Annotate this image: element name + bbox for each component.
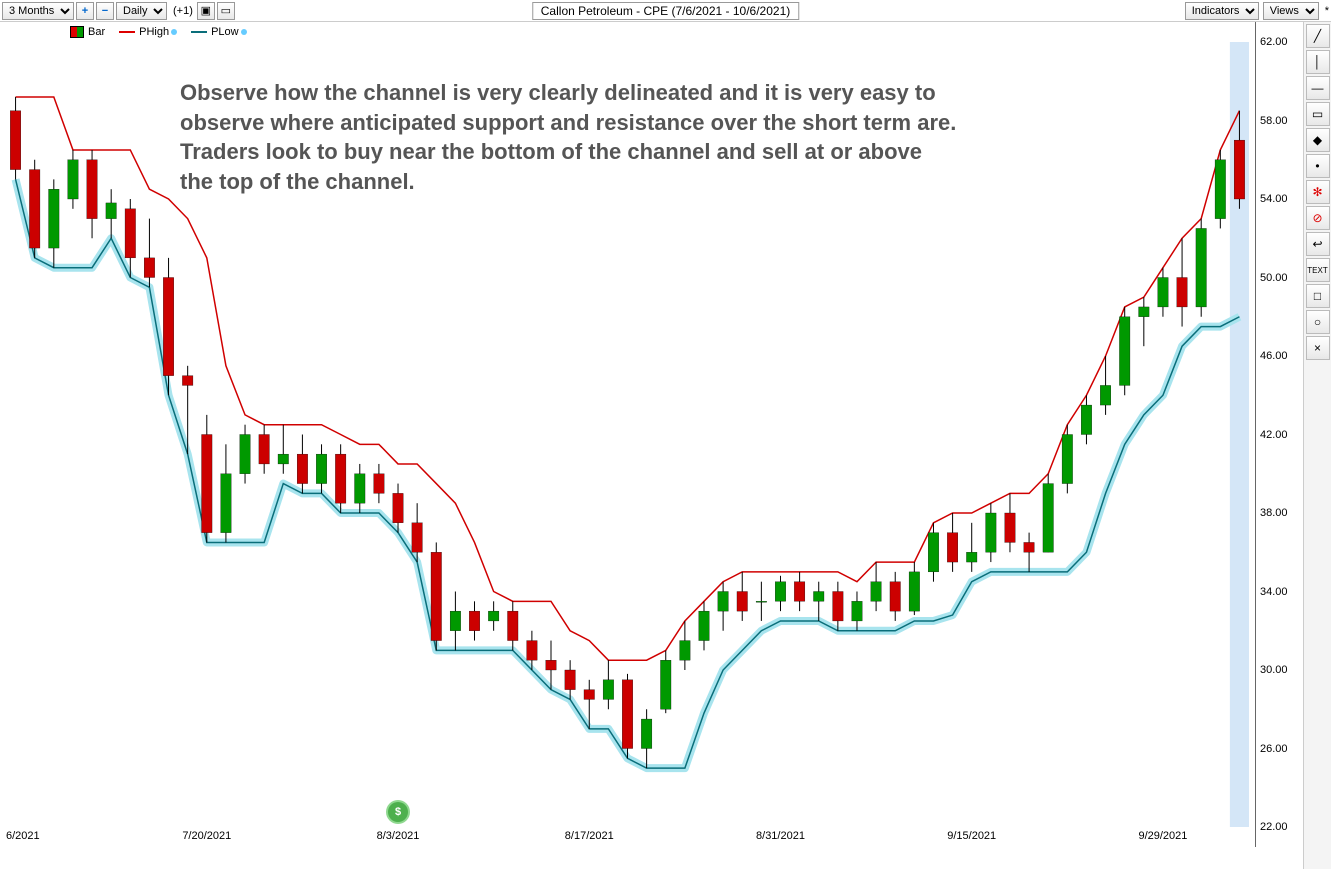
interval-select[interactable]: Daily (116, 2, 167, 20)
zoom-out-button[interactable]: − (96, 2, 114, 20)
draw-tool-10[interactable]: □ (1306, 284, 1330, 308)
x-tick: 9/29/2021 (1138, 830, 1187, 842)
draw-tool-7[interactable]: ⊘ (1306, 206, 1330, 230)
draw-tool-8[interactable]: ↩ (1306, 232, 1330, 256)
y-tick: 26.00 (1260, 743, 1288, 755)
chart-svg (0, 22, 1255, 847)
chart-title: Callon Petroleum - CPE (7/6/2021 - 10/6/… (532, 2, 799, 20)
y-tick: 58.00 (1260, 115, 1288, 127)
toolbar: 3 Months + − Daily (+1) ▣ ▭ Callon Petro… (0, 0, 1331, 22)
y-tick: 38.00 (1260, 507, 1288, 519)
draw-tool-4[interactable]: ◆ (1306, 128, 1330, 152)
y-tick: 30.00 (1260, 664, 1288, 676)
draw-tool-6[interactable]: ✻ (1306, 180, 1330, 204)
x-axis: 6/2021 7/20/2021 8/3/2021 8/17/2021 8/31/202… (0, 830, 1255, 848)
draw-tool-11[interactable]: ○ (1306, 310, 1330, 334)
y-tick: 42.00 (1260, 429, 1288, 441)
chart-area[interactable] (0, 22, 1255, 847)
x-tick: 9/15/2021 (947, 830, 996, 842)
draw-tool-12[interactable]: × (1306, 336, 1330, 360)
views-select[interactable]: Views (1263, 2, 1319, 20)
y-tick: 22.00 (1260, 821, 1288, 833)
collapse-button[interactable]: ▭ (217, 2, 235, 20)
x-tick: 6/2021 (6, 830, 40, 842)
y-tick: 46.00 (1260, 350, 1288, 362)
y-tick: 50.00 (1260, 272, 1288, 284)
expand-button[interactable]: ▣ (197, 2, 215, 20)
draw-tool-2[interactable]: — (1306, 76, 1330, 100)
draw-tool-0[interactable]: ╱ (1306, 24, 1330, 48)
range-select[interactable]: 3 Months (2, 2, 74, 20)
indicators-select[interactable]: Indicators (1185, 2, 1259, 20)
x-tick: 7/20/2021 (182, 830, 231, 842)
zoom-in-button[interactable]: + (76, 2, 94, 20)
drawing-tools-panel: ╱│—▭◆•✻⊘↩TEXT□○× (1303, 22, 1331, 869)
draw-tool-9[interactable]: TEXT (1306, 258, 1330, 282)
y-tick: 62.00 (1260, 36, 1288, 48)
x-tick: 8/17/2021 (565, 830, 614, 842)
x-tick: 8/3/2021 (377, 830, 420, 842)
x-tick: 8/31/2021 (756, 830, 805, 842)
modified-star: * (1325, 5, 1329, 17)
draw-tool-5[interactable]: • (1306, 154, 1330, 178)
offset-label: (+1) (173, 5, 193, 17)
y-tick: 34.00 (1260, 586, 1288, 598)
draw-tool-3[interactable]: ▭ (1306, 102, 1330, 126)
draw-tool-1[interactable]: │ (1306, 50, 1330, 74)
y-tick: 54.00 (1260, 193, 1288, 205)
y-axis: 22.00 26.00 30.00 34.00 38.00 42.00 46.00 50.00… (1255, 22, 1303, 847)
earnings-event-icon[interactable]: $ (388, 802, 408, 822)
